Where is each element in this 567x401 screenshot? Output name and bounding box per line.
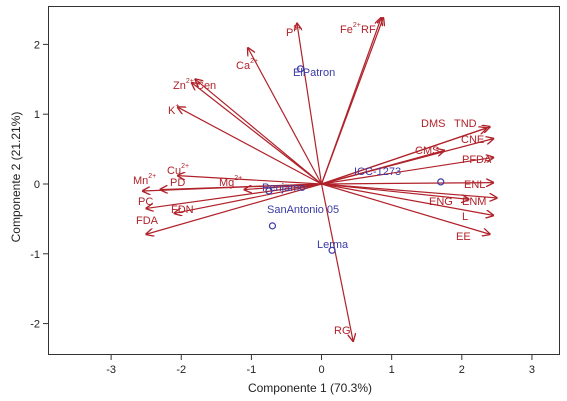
vector-pfda — [321, 157, 494, 185]
vector-fdn — [174, 183, 322, 213]
vector-label-superscript: 2+ — [181, 163, 189, 170]
vector-label-ee: EE — [456, 231, 471, 243]
vector-rf — [320, 18, 384, 185]
y-axis-title: Componente 2 (21.21%) — [9, 111, 23, 243]
point-label-elpatron: ElPatron — [293, 67, 335, 79]
x-tick-label: -3 — [106, 364, 116, 376]
point-sanantonio-05 — [268, 222, 277, 230]
vector-label-pd: PD — [170, 177, 185, 189]
chart-axes: -3 -2 -1 0 1 2 3 -2 -1 0 1 2 — [30, 39, 535, 376]
vector-ca — [248, 48, 323, 185]
x-tick-label: 2 — [459, 364, 465, 376]
vector-label-eng: ENG — [429, 196, 453, 208]
vector-label-superscript: 2+ — [148, 173, 156, 180]
point-label-sanantonio-05: SanAntonio 05 — [267, 204, 339, 216]
vector-label-enm: ENM — [462, 196, 486, 208]
vector-label-l: L — [462, 211, 468, 223]
y-tick-label: 2 — [34, 39, 40, 51]
point-penjamo — [265, 187, 273, 195]
y-tick-label: -1 — [30, 249, 40, 261]
y-tick-label: 1 — [34, 109, 40, 121]
vector-label-k: K+ — [168, 103, 179, 117]
vector-label-superscript: 2+ — [234, 175, 242, 182]
y-tick-label: 0 — [34, 179, 40, 191]
vector-label-cen: Cen — [196, 80, 216, 92]
x-tick-label: -1 — [247, 364, 257, 376]
x-tick-label: 0 — [318, 364, 324, 376]
vector-fda — [146, 183, 322, 234]
vector-label-cms: CMS — [415, 145, 439, 157]
vector-tnd — [321, 127, 490, 185]
vector-label-superscript: 2+ — [353, 22, 361, 29]
x-axis-title: Componente 1 (70.3%) — [247, 381, 373, 395]
vector-pc — [146, 183, 322, 208]
observation-points — [265, 65, 445, 254]
x-tick-label: 1 — [389, 364, 395, 376]
vector-label-superscript: 2+ — [186, 78, 194, 85]
y-tick-label: -2 — [30, 319, 40, 331]
vector-label-pc: PC — [138, 196, 153, 208]
point-lerma — [328, 246, 336, 254]
vector-pd — [160, 183, 322, 190]
vector-rg — [320, 183, 354, 341]
point-label-penjamo: Penjamo — [262, 182, 305, 194]
vector-label-dms: DMS — [421, 118, 445, 130]
point-label-icc-1273: ICC-1273 — [354, 166, 401, 178]
vector-label-rf: RF — [361, 24, 376, 36]
vector-label-superscript: + — [175, 103, 179, 110]
vector-cen — [195, 79, 322, 185]
point-elpatron — [296, 65, 305, 73]
point-icc-1273 — [437, 178, 445, 186]
vector-label-superscript: 5+ — [293, 25, 301, 32]
vector-label-enl: ENL — [464, 179, 485, 191]
x-tick-label: -2 — [176, 364, 186, 376]
plot-frame — [48, 6, 560, 355]
vector-l — [321, 183, 494, 215]
vector-k — [178, 107, 322, 185]
vector-zn — [192, 83, 322, 185]
vector-label-fdn: FDN — [171, 204, 194, 216]
vector-label-cne: CNE — [461, 134, 484, 146]
vector-ee — [321, 183, 490, 234]
vector-label-rg: RG — [334, 325, 351, 337]
vector-label-fda: FDA — [136, 215, 159, 227]
loading-vectors — [143, 18, 497, 341]
vector-enm — [321, 183, 497, 198]
vector-eng — [321, 183, 469, 199]
x-tick-label: 3 — [529, 364, 535, 376]
vector-cms — [321, 150, 445, 185]
vector-label-tnd: TND — [454, 118, 477, 130]
vector-cu — [178, 176, 322, 185]
vector-p — [297, 23, 323, 185]
vector-label-pfda: PFDA — [462, 154, 492, 166]
vector-enl — [321, 183, 494, 184]
vector-mg — [244, 183, 322, 190]
point-label-lerma: Lerma — [317, 239, 349, 251]
vector-label-superscript: 2+ — [250, 58, 258, 65]
